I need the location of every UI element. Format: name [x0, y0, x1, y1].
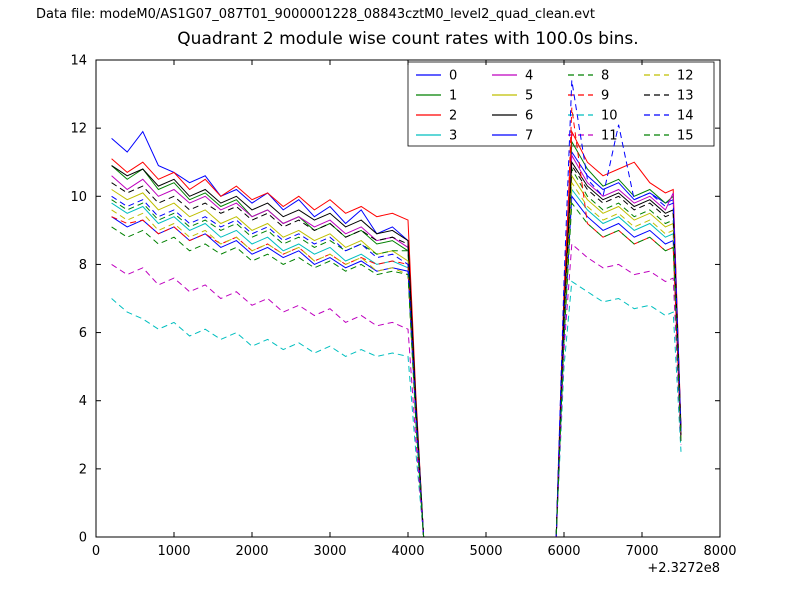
legend-label-12: 12 [677, 69, 694, 84]
legend-label-6: 6 [525, 109, 533, 124]
x-tick-label: 6000 [547, 544, 580, 559]
y-tick-label: 4 [79, 394, 87, 409]
series-line-15 [111, 201, 682, 538]
x-tick-label: 1000 [157, 544, 190, 559]
legend-label-14: 14 [677, 109, 694, 124]
legend-label-0: 0 [449, 69, 457, 84]
y-tick-label: 10 [70, 190, 87, 205]
legend-label-13: 13 [677, 89, 694, 104]
series-line-7 [111, 194, 682, 538]
legend-label-11: 11 [601, 129, 618, 144]
series-line-6 [111, 160, 682, 538]
series-line-13 [111, 164, 682, 538]
legend-label-9: 9 [601, 89, 609, 104]
series-line-0 [111, 130, 682, 538]
legend-label-1: 1 [449, 89, 457, 104]
y-tick-label: 6 [79, 326, 87, 341]
series-line-12 [111, 181, 682, 538]
x-tick-label: 3000 [313, 544, 346, 559]
legend-label-10: 10 [601, 109, 618, 124]
series-line-3 [111, 188, 682, 538]
series-line-11 [111, 242, 682, 538]
legend-label-15: 15 [677, 129, 694, 144]
x-tick-label: 4000 [391, 544, 424, 559]
data-file-label: Data file: modeM0/AS1G07_087T01_90000012… [36, 7, 595, 22]
x-tick-label: 5000 [469, 544, 502, 559]
series-line-10 [111, 280, 682, 538]
series-line-9 [111, 107, 682, 538]
legend-label-8: 8 [601, 69, 609, 84]
legend-label-5: 5 [525, 89, 533, 104]
y-tick-label: 2 [79, 462, 87, 477]
series-line-14 [111, 80, 682, 538]
legend-label-4: 4 [525, 69, 533, 84]
series-line-4 [111, 153, 682, 538]
legend-label-7: 7 [525, 129, 533, 144]
y-tick-label: 12 [70, 122, 87, 137]
series-line-5 [111, 174, 682, 538]
series-line-8 [111, 167, 682, 538]
series-lines [111, 80, 682, 538]
series-line-2 [111, 129, 682, 538]
chart-title: Quadrant 2 module wise count rates with … [177, 29, 639, 49]
x-axis-offset-label: +2.3272e8 [647, 561, 720, 576]
y-tick-label: 14 [70, 54, 87, 69]
legend-label-3: 3 [449, 129, 457, 144]
y-tick-label: 0 [79, 531, 87, 546]
series-line-1 [111, 140, 682, 538]
axes: 0 1000 2000 3000 4000 5000 6000 7000 80000246810… [70, 54, 736, 560]
x-tick-label: 0 [92, 544, 100, 559]
legend-label-2: 2 [449, 109, 457, 124]
y-tick-label: 8 [79, 258, 87, 273]
x-tick-label: 7000 [625, 544, 658, 559]
legend-box [407, 61, 715, 147]
x-tick-label: 2000 [235, 544, 268, 559]
x-tick-label: 8000 [703, 544, 736, 559]
